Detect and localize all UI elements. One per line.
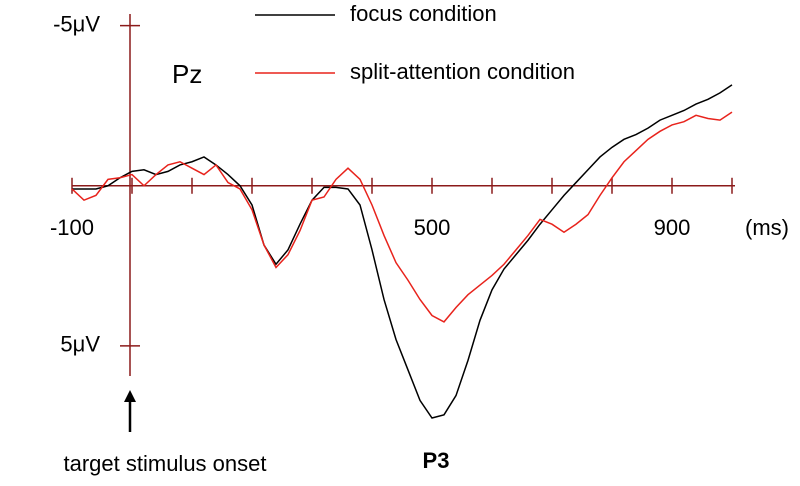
channel-label: Pz [172,59,202,89]
x-axis-label: (ms) [745,215,789,240]
onset-label: target stimulus onset [64,451,267,476]
y-tick-label: 5μV [60,332,100,357]
legend-label: focus condition [350,1,497,26]
series-line [72,84,733,419]
y-tick-label: -5μV [53,11,100,36]
peak-label: P3 [423,448,450,473]
series-line [71,111,733,323]
onset-arrowhead [124,390,136,402]
legend-label: split-attention condition [350,59,575,84]
x-tick-label: 900 [654,215,691,240]
x-tick-label: -100 [50,215,94,240]
x-tick-label: 500 [414,215,451,240]
